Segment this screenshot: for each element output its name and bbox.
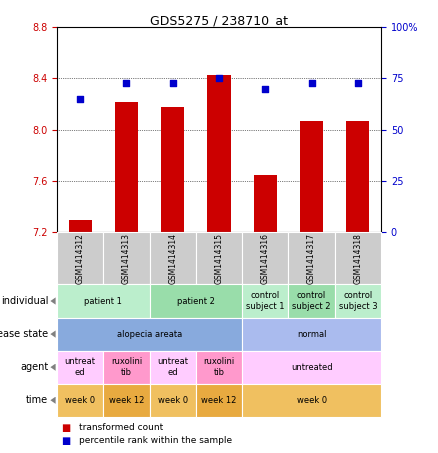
Text: GSM1414316: GSM1414316 (261, 233, 270, 284)
Text: week 12: week 12 (109, 396, 144, 405)
Text: week 0: week 0 (297, 396, 327, 405)
Text: transformed count: transformed count (79, 424, 163, 432)
Text: time: time (26, 395, 48, 405)
Point (77, 96, 84, 103)
Point (262, 85, 269, 92)
Text: week 12: week 12 (201, 396, 237, 405)
Text: GSM1414313: GSM1414313 (122, 233, 131, 284)
Polygon shape (50, 397, 56, 404)
Text: untreat
ed: untreat ed (64, 357, 95, 377)
Bar (254, 175, 277, 232)
Bar (115, 101, 138, 232)
Text: GSM1414314: GSM1414314 (168, 233, 177, 284)
Text: normal: normal (297, 330, 326, 338)
Text: individual: individual (1, 296, 48, 306)
Polygon shape (50, 363, 56, 371)
Text: ■: ■ (61, 435, 71, 446)
Text: alopecia areata: alopecia areata (117, 330, 182, 338)
Point (215, 75, 223, 82)
Text: percentile rank within the sample: percentile rank within the sample (79, 436, 232, 445)
Text: agent: agent (20, 362, 48, 372)
Polygon shape (50, 331, 56, 338)
Text: GSM1414317: GSM1414317 (307, 233, 316, 284)
Bar (68, 220, 92, 232)
Text: control
subject 3: control subject 3 (339, 291, 377, 311)
Point (308, 79, 315, 86)
Point (354, 79, 361, 86)
Point (123, 79, 130, 86)
Text: patient 2: patient 2 (177, 297, 215, 305)
Text: control
subject 2: control subject 2 (292, 291, 331, 311)
Text: ruxolini
tib: ruxolini tib (203, 357, 235, 377)
Text: GSM1414318: GSM1414318 (353, 233, 362, 284)
Text: control
subject 1: control subject 1 (246, 291, 285, 311)
Text: disease state: disease state (0, 329, 48, 339)
Text: untreated: untreated (291, 363, 332, 371)
Bar (208, 75, 230, 232)
Bar (346, 121, 370, 232)
Text: ruxolini
tib: ruxolini tib (111, 357, 142, 377)
Bar (300, 121, 323, 232)
Bar (161, 107, 184, 232)
Text: GSM1414312: GSM1414312 (76, 233, 85, 284)
Text: GDS5275 / 238710_at: GDS5275 / 238710_at (150, 14, 288, 27)
Text: week 0: week 0 (158, 396, 188, 405)
Text: GSM1414315: GSM1414315 (215, 233, 223, 284)
Text: patient 1: patient 1 (84, 297, 122, 305)
Text: untreat
ed: untreat ed (157, 357, 188, 377)
Text: week 0: week 0 (65, 396, 95, 405)
Text: ■: ■ (61, 423, 71, 433)
Polygon shape (50, 298, 56, 305)
Point (169, 79, 176, 86)
